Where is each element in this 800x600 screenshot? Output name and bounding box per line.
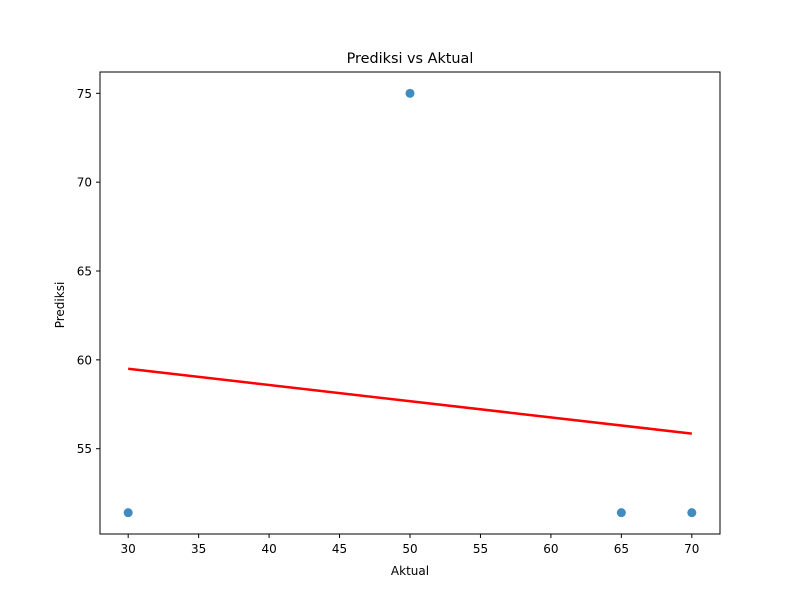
scatter-point xyxy=(123,508,133,518)
scatter-point xyxy=(405,88,415,98)
x-tick-label: 35 xyxy=(191,542,206,556)
x-tick-label: 40 xyxy=(261,542,276,556)
x-tick-label: 50 xyxy=(402,542,417,556)
chart-title: Prediksi vs Aktual xyxy=(347,51,474,67)
x-tick-label: 30 xyxy=(121,542,136,556)
x-axis: 30 35 40 45 50 55 60 65 70 xyxy=(121,534,699,556)
y-tick-label: 60 xyxy=(77,353,92,367)
scatter-point xyxy=(687,508,697,518)
x-axis-title: Aktual xyxy=(391,564,429,578)
x-tick-label: 45 xyxy=(332,542,347,556)
x-tick-label: 60 xyxy=(543,542,558,556)
y-tick-label: 75 xyxy=(77,87,92,101)
scatter-point xyxy=(616,508,626,518)
y-tick-label: 55 xyxy=(77,442,92,456)
regression-line xyxy=(128,367,692,435)
x-tick-label: 70 xyxy=(684,542,699,556)
x-tick-label: 65 xyxy=(614,542,629,556)
y-axis-title: Prediksi xyxy=(53,282,67,329)
y-axis: 55 60 65 70 75 xyxy=(77,87,100,456)
plot-frame xyxy=(99,71,721,535)
y-tick-label: 65 xyxy=(77,265,92,279)
x-tick-label: 55 xyxy=(473,542,488,556)
plot-area xyxy=(123,88,697,518)
y-tick-label: 70 xyxy=(77,176,92,190)
